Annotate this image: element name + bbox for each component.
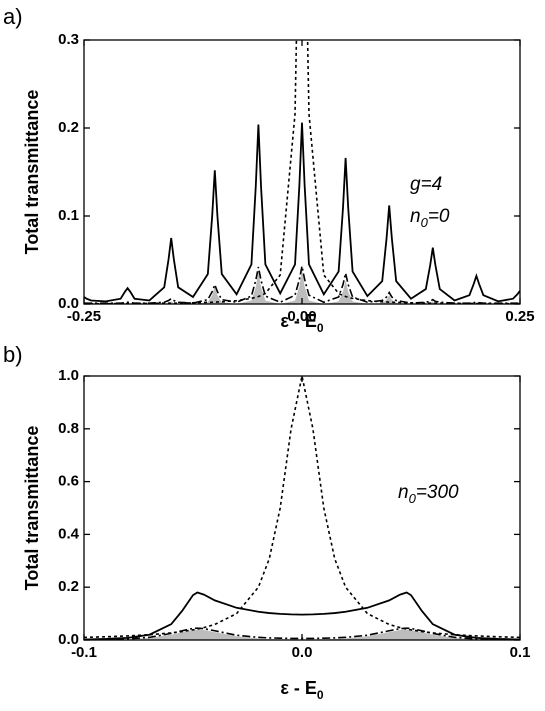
annotation: g=4 <box>410 174 442 195</box>
annotation-part: 0 <box>409 491 417 506</box>
annotation: n0=300 <box>398 482 459 506</box>
y-tick-label: 0.2 <box>58 578 79 595</box>
annotation-part: =300 <box>416 482 459 503</box>
line <box>84 266 520 304</box>
plot-frame <box>83 375 521 641</box>
annotation-part: 0 <box>421 215 429 230</box>
y-tick-label: 1.0 <box>58 367 79 384</box>
panel: 0.00.20.40.60.81.0-0.1 0.0 0.1b)Total tran… <box>3 342 530 702</box>
annotation-part: n <box>398 482 409 503</box>
plot-frame <box>83 39 521 305</box>
y-tick-label: 0.2 <box>58 119 79 136</box>
y-tick-label: 0.0 <box>58 631 79 648</box>
x-tick-label: 0.00 <box>287 308 316 325</box>
line <box>84 40 520 304</box>
y-tick-label: 0.0 <box>58 295 79 312</box>
line <box>84 591 520 640</box>
x-tick-label: 0.1 <box>510 644 531 661</box>
annotation-part: n <box>410 206 421 227</box>
x-axis-label: ε - E0 <box>280 311 324 335</box>
y-tick-label: 0.8 <box>58 420 79 437</box>
y-axis-label: Total transmittance <box>22 90 42 255</box>
y-tick-label: 0.3 <box>58 31 79 48</box>
panel-label: b) <box>3 342 23 367</box>
x-tick-label: 0.25 <box>505 308 534 325</box>
x-tick-label: -0.1 <box>71 644 97 661</box>
panel: 0.0 0.1 0.2 0.3 -0.25 0.00 0.25 a) Total transmi… <box>3 4 535 335</box>
annotation-part: =0 <box>428 206 450 227</box>
line <box>84 376 520 639</box>
y-axis-label: Total transmittance <box>22 426 42 591</box>
x-axis-label-sub: 0 <box>317 321 324 335</box>
y-tick-label: 0.6 <box>58 473 79 490</box>
area <box>84 629 520 640</box>
x-axis-label-main: ε - E <box>280 311 317 331</box>
y-tick-label: 0.4 <box>58 525 80 542</box>
x-tick-label: -0.25 <box>67 308 101 325</box>
x-tick-label: 0.0 <box>292 644 313 661</box>
area <box>84 268 520 304</box>
annotation-part: g=4 <box>410 174 442 195</box>
x-axis-label-main: ε - E <box>280 678 317 698</box>
x-axis-label-sub: 0 <box>317 688 324 702</box>
line <box>84 122 520 303</box>
x-axis-label: ε - E0 <box>280 678 324 702</box>
annotation: n0=0 <box>410 206 450 230</box>
y-tick-label: 0.1 <box>58 207 79 224</box>
panel-label: a) <box>3 4 23 29</box>
